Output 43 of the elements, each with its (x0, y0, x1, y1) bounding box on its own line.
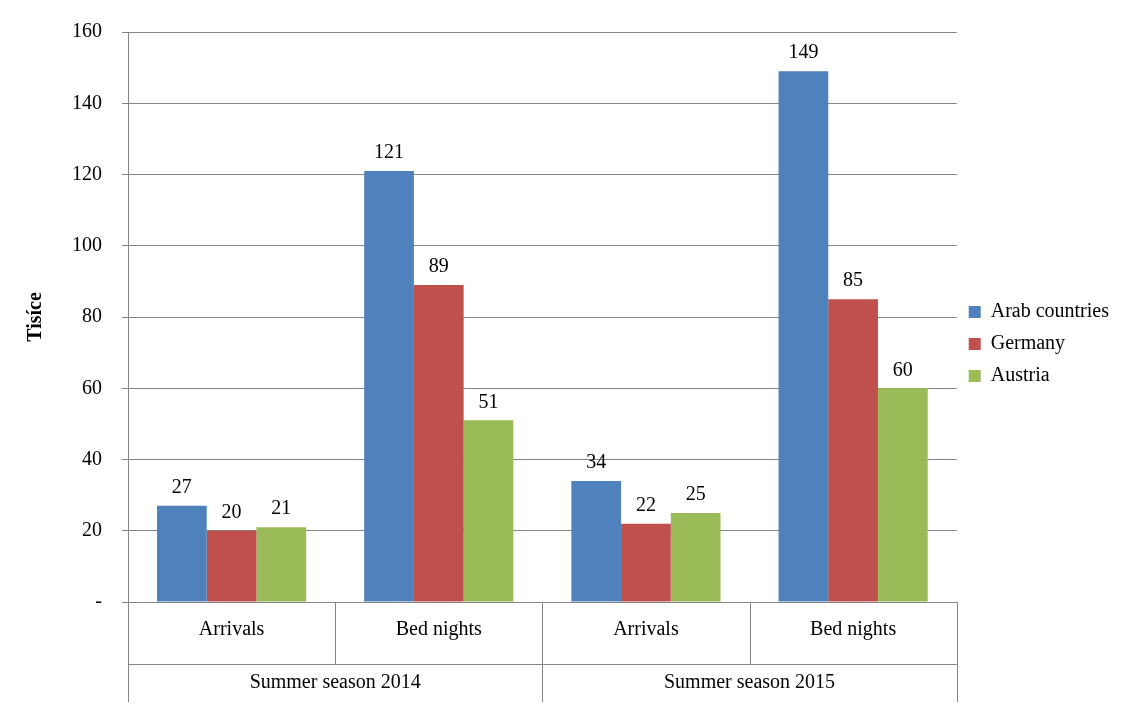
data-label: 85 (843, 268, 864, 291)
bar (256, 527, 307, 602)
y-tick-label: 40 (82, 446, 102, 469)
bar (157, 505, 207, 602)
y-tick-label: 60 (82, 375, 102, 398)
bar (206, 530, 257, 602)
y-axis-title: Tisíce (23, 292, 46, 342)
bar (571, 480, 622, 602)
bar (670, 512, 721, 602)
x-tick-label: Bed nights (810, 617, 897, 641)
data-label: 21 (271, 496, 292, 519)
legend-label: Arab countries (990, 299, 1110, 322)
data-label: 34 (586, 450, 607, 473)
data-label: 27 (171, 475, 192, 498)
text: Summer season 2015 (663, 670, 836, 693)
bar (778, 71, 829, 602)
x-tick-label: Arrivals (198, 617, 265, 640)
bar (877, 388, 928, 602)
data-label: 60 (892, 357, 913, 380)
data-label: 22 (635, 492, 656, 515)
bar (621, 523, 671, 602)
legend-label: Austria (990, 363, 1050, 386)
text: Summer season 2014 (249, 670, 421, 693)
y-tick-label: 160 (72, 19, 102, 42)
bar (413, 284, 464, 602)
data-label: 20 (221, 500, 242, 522)
data-label: 149 (788, 40, 819, 63)
bar (463, 420, 514, 602)
bar (364, 170, 414, 602)
data-label: 25 (685, 482, 706, 505)
legend-label: Germany (990, 331, 1066, 355)
y-tick-label: 80 (82, 304, 102, 327)
x-tick-label: Arrivals (613, 617, 679, 640)
y-tick-label: 120 (72, 161, 102, 184)
y-tick-label: 140 (72, 90, 102, 113)
y-tick-label: 20 (82, 518, 102, 540)
y-tick-label: 100 (72, 233, 102, 255)
data-label: 89 (428, 254, 449, 277)
x-tick-label: Bed nights (395, 617, 483, 641)
data-label: 51 (478, 389, 499, 412)
data-label: 121 (374, 140, 405, 163)
bar (828, 299, 878, 602)
y-tick-label: - (95, 589, 102, 612)
